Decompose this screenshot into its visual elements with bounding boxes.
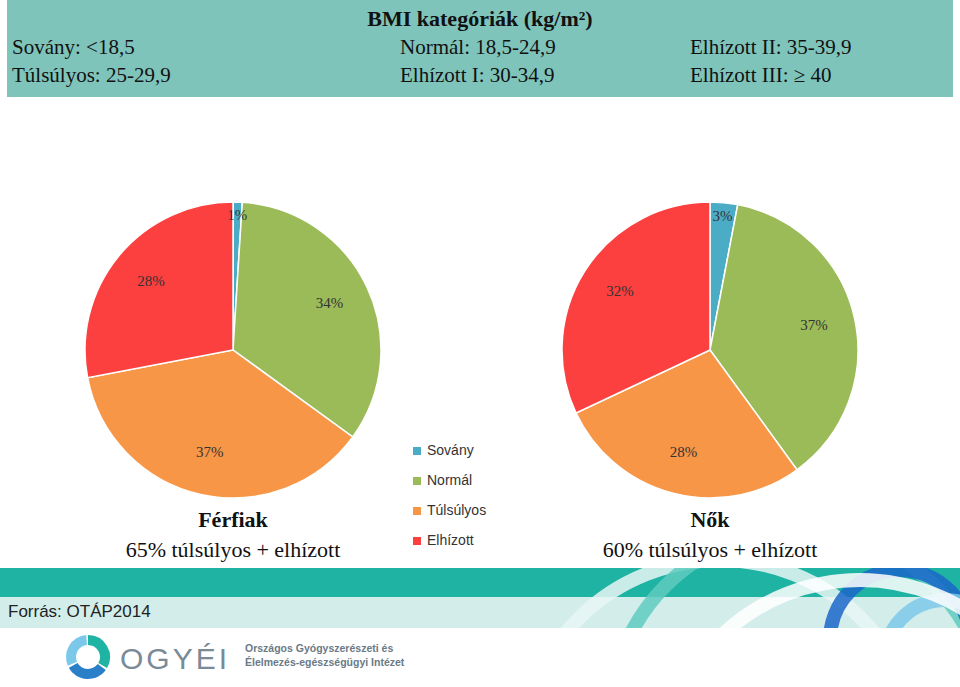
logo-line: Élelmezés-egészségügyi Intézet xyxy=(245,656,405,668)
data-labels: 1% 34% 37% 28% xyxy=(137,207,343,460)
legend: Sovány Normál Túlsúlyos Elhízott xyxy=(413,442,486,548)
decor-circle xyxy=(660,580,960,628)
slices: SoványNormálTúlsúlyosElhízott xyxy=(562,202,858,498)
legend-label: Elhízott xyxy=(427,532,474,548)
header-title: BMI kategóriák (kg/m²) xyxy=(367,6,592,31)
logo-arc xyxy=(88,635,110,668)
chart-subtitle: 60% túlsúlyos + elhízott xyxy=(603,537,818,562)
legend-swatch xyxy=(413,537,421,545)
legend-swatch xyxy=(413,507,421,515)
footer-band xyxy=(0,530,960,687)
data-label: 32% xyxy=(606,283,634,299)
legend-swatch xyxy=(413,477,421,485)
legend-label: Sovány xyxy=(427,442,474,458)
chart-subtitle: 65% túlsúlyos + elhízott xyxy=(126,537,341,562)
header-item: Normál: 18,5-24,9 xyxy=(400,35,556,59)
data-label: 3% xyxy=(713,208,733,224)
source: Forrás: OTÁP2014 xyxy=(8,602,151,621)
header-item: Elhízott III: ≥ 40 xyxy=(690,63,832,87)
pie-slice: Elhízott xyxy=(85,202,233,378)
data-label: 1% xyxy=(227,207,247,223)
chart-title: Férfiak xyxy=(198,507,268,532)
pie-slice: Elhízott xyxy=(562,202,710,413)
logo-name: OGYÉI xyxy=(120,642,230,675)
header-box xyxy=(7,0,953,97)
legend-label: Túlsúlyos xyxy=(427,502,486,518)
legend-label: Normál xyxy=(427,472,472,488)
pie-chart: SoványNormálTúlsúlyosElhízott3% 37% 28% 32% xyxy=(562,202,858,498)
header-item: Sovány: <18,5 xyxy=(12,35,135,59)
chart-title: Nők xyxy=(690,507,730,532)
header-item: Elhízott I: 30-34,9 xyxy=(400,63,555,87)
data-label: 28% xyxy=(670,444,698,460)
pie-chart: SoványNormálTúlsúlyosElhízott1% 34% 37% 28% xyxy=(85,202,381,498)
page: BMI kategóriák (kg/m²) Sovány: <18,5 Normá… xyxy=(0,0,960,687)
data-label: 37% xyxy=(196,444,224,460)
data-label: 28% xyxy=(137,273,165,289)
legend-swatch xyxy=(413,447,421,455)
logo-arc xyxy=(69,663,106,679)
logo-icon xyxy=(66,635,110,679)
logo: OGYÉI Országos Gyógyszerészeti és Élelmezé… xyxy=(66,635,405,679)
logo-arc xyxy=(66,635,87,666)
header: BMI kategóriák (kg/m²) Sovány: <18,5 Normá… xyxy=(7,0,953,97)
band-decoration xyxy=(520,568,960,628)
pie-slice: Túlsúlyos xyxy=(88,350,353,498)
data-label: 34% xyxy=(316,295,344,311)
header-item: Elhízott II: 35-39,9 xyxy=(690,35,852,59)
header-item: Túlsúlyos: 25-29,9 xyxy=(12,63,171,87)
data-labels: 3% 37% 28% 32% xyxy=(606,208,827,460)
band-bottom xyxy=(0,597,960,628)
slices: SoványNormálTúlsúlyosElhízott xyxy=(85,202,381,498)
data-label: 37% xyxy=(800,317,828,333)
logo-line: Országos Gyógyszerészeti és xyxy=(245,642,393,654)
